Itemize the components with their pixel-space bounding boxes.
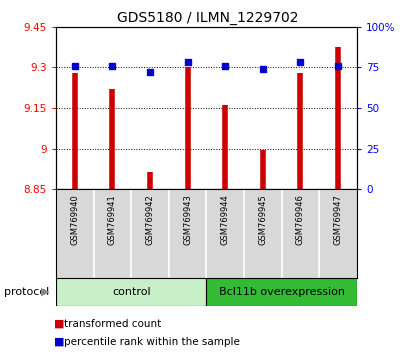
Text: GDS5180 / ILMN_1229702: GDS5180 / ILMN_1229702 (117, 11, 298, 25)
Text: GSM769944: GSM769944 (221, 194, 230, 245)
Text: ■: ■ (54, 319, 64, 329)
Text: protocol: protocol (4, 287, 49, 297)
Text: GSM769945: GSM769945 (259, 194, 267, 245)
Bar (206, 278, 357, 306)
Text: Bcl11b overexpression: Bcl11b overexpression (219, 287, 345, 297)
Text: GSM769940: GSM769940 (70, 194, 79, 245)
Text: percentile rank within the sample: percentile rank within the sample (64, 337, 240, 347)
Text: GSM769947: GSM769947 (334, 194, 343, 245)
Text: GSM769946: GSM769946 (296, 194, 305, 245)
Text: GSM769943: GSM769943 (183, 194, 192, 245)
Bar (56, 278, 206, 306)
Text: GSM769941: GSM769941 (108, 194, 117, 245)
Text: ■: ■ (54, 337, 64, 347)
Text: control: control (112, 287, 151, 297)
Text: ▶: ▶ (41, 287, 49, 297)
Text: GSM769942: GSM769942 (146, 194, 154, 245)
Text: transformed count: transformed count (64, 319, 161, 329)
